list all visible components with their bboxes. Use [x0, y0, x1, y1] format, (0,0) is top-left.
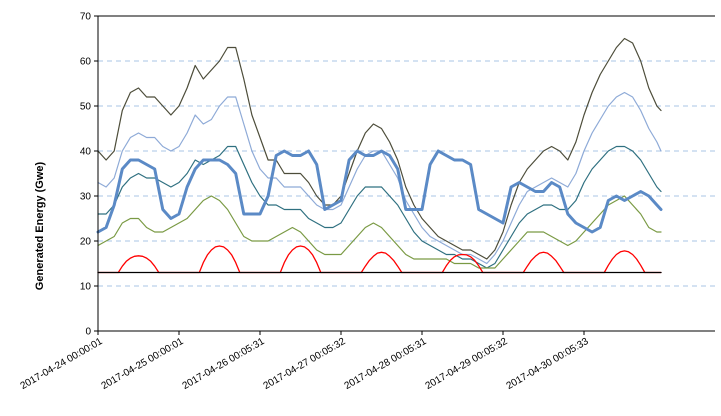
y-tick-label: 20 [80, 237, 92, 248]
y-tick-labels: 0 10 20 30 40 50 60 70 [80, 12, 98, 338]
series-line-1 [97, 37, 662, 260]
series-line-5 [96, 149, 663, 234]
y-tick-label: 30 [80, 192, 92, 203]
y-axis-title: Generated Energy (Gwe) [34, 161, 46, 290]
y-tick-label: 50 [80, 102, 92, 113]
series-line-4 [97, 195, 662, 269]
y-tick-label: 60 [80, 57, 92, 68]
series-line-3 [97, 145, 662, 269]
series-group [96, 37, 663, 274]
y-tick-label: 0 [85, 327, 91, 338]
y-tick-label: 10 [80, 282, 92, 293]
y-tick-label: 70 [80, 12, 92, 23]
series-line-6 [97, 245, 662, 274]
gridlines [98, 60, 715, 287]
axes [97, 15, 715, 332]
y-tick-label: 40 [80, 147, 92, 158]
